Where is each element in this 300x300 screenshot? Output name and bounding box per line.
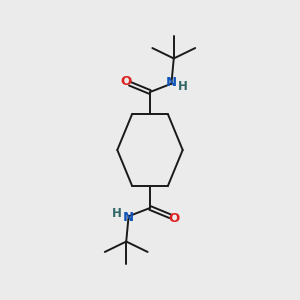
- Text: O: O: [168, 212, 180, 225]
- Text: N: N: [166, 76, 177, 89]
- Text: H: H: [178, 80, 188, 93]
- Text: O: O: [120, 75, 132, 88]
- Text: N: N: [123, 211, 134, 224]
- Text: H: H: [112, 207, 122, 220]
